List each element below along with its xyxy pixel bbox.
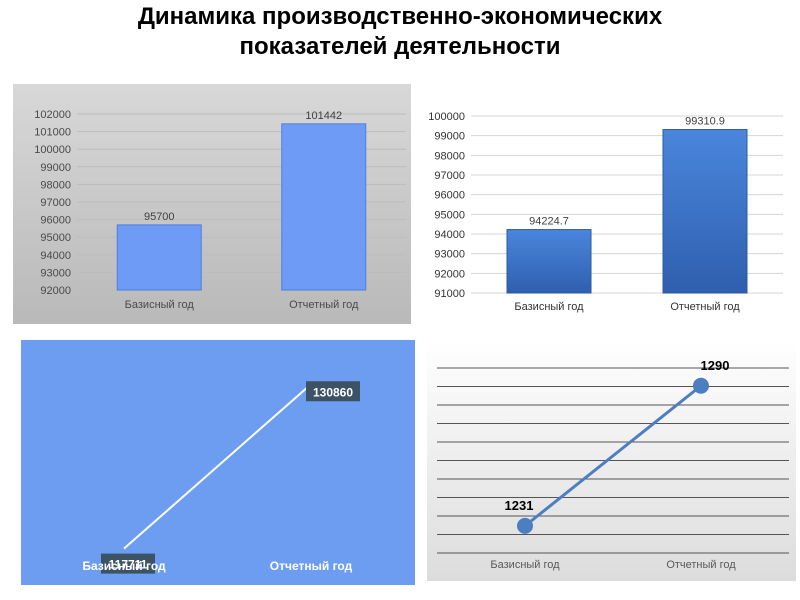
- data-label-box: [101, 553, 155, 574]
- data-label: 95700: [144, 211, 175, 223]
- chart-2-panel: 91000 92000 93000 94000 95000 96000 97000 98000…: [413, 96, 787, 324]
- data-label: 94224.7: [529, 216, 569, 228]
- y-tick-label: 100000: [428, 111, 465, 123]
- x-category-label: Базисный год: [125, 299, 195, 311]
- chart-3: 117711 130860 Базисный год Отчетный год: [82, 381, 360, 574]
- chart-1-panel: 92000 93000 94000 95000 96000 97000 98000 99000…: [13, 84, 411, 324]
- y-tick-label: 102000: [34, 109, 71, 121]
- y-tick-label: 97000: [434, 170, 465, 182]
- page-title: Динамика производственно-экономических п…: [0, 2, 800, 62]
- bar: [116, 224, 202, 291]
- x-category-label: Базисный год: [82, 559, 166, 573]
- x-category-label: Отчетный год: [666, 559, 736, 571]
- y-tick-label: 96000: [434, 190, 465, 202]
- y-tick-label: 92000: [434, 268, 465, 280]
- x-category-label: Отчетный год: [289, 299, 359, 311]
- bar: [662, 129, 748, 294]
- y-tick-label: 92000: [40, 285, 71, 297]
- chart-3-panel: 117711 130860 Базисный год Отчетный год: [21, 340, 415, 585]
- chart-4: 1231 1290 Базисный год Отчетный год: [437, 358, 789, 571]
- y-tick-label: 91000: [434, 288, 465, 300]
- y-tick-label: 96000: [40, 215, 71, 227]
- data-label: 99310.9: [685, 116, 725, 128]
- y-tick-label: 93000: [434, 249, 465, 261]
- x-category-label: Базисный год: [514, 301, 584, 313]
- data-label: 130860: [313, 385, 353, 399]
- page-title-line-1: Динамика производственно-экономических: [137, 3, 663, 30]
- series-line: [123, 383, 312, 550]
- chart-1: 92000 93000 94000 95000 96000 97000 98000 99000…: [34, 109, 406, 311]
- data-label: 1290: [701, 358, 730, 373]
- y-tick-label: 95000: [40, 232, 71, 244]
- data-label: 1231: [505, 498, 534, 513]
- y-tick-label: 101000: [34, 127, 71, 139]
- y-tick-label: 94000: [40, 250, 71, 262]
- y-tick-label: 93000: [40, 267, 71, 279]
- y-tick-label: 98000: [40, 179, 71, 191]
- x-category-label: Отчетный год: [670, 301, 740, 313]
- y-tick-label: 94000: [434, 229, 465, 241]
- chart-2: 91000 92000 93000 94000 95000 96000 97000 98000…: [428, 111, 783, 313]
- bar: [506, 229, 592, 294]
- page-title-line-2: показателей деятельности: [239, 33, 561, 60]
- data-point: [517, 517, 533, 534]
- y-tick-label: 99000: [434, 131, 465, 143]
- data-label: 101442: [305, 110, 342, 122]
- data-label: 117711: [109, 558, 148, 572]
- y-tick-label: 95000: [434, 209, 465, 221]
- y-tick-label: 97000: [40, 197, 71, 209]
- x-category-label: Отчетный год: [270, 559, 353, 573]
- data-label-box: [306, 381, 360, 402]
- y-tick-label: 98000: [434, 150, 465, 162]
- bar: [281, 123, 367, 291]
- x-category-label: Базисный год: [490, 559, 560, 571]
- y-tick-label: 99000: [40, 162, 71, 174]
- series-line: [524, 384, 702, 528]
- data-point: [693, 377, 709, 394]
- chart-4-panel: 1231 1290 Базисный год Отчетный год: [427, 340, 796, 581]
- y-tick-label: 100000: [34, 144, 71, 156]
